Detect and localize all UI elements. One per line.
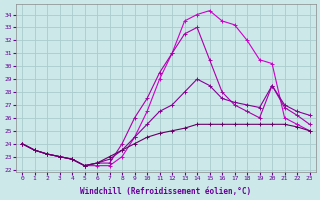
- X-axis label: Windchill (Refroidissement éolien,°C): Windchill (Refroidissement éolien,°C): [80, 187, 252, 196]
